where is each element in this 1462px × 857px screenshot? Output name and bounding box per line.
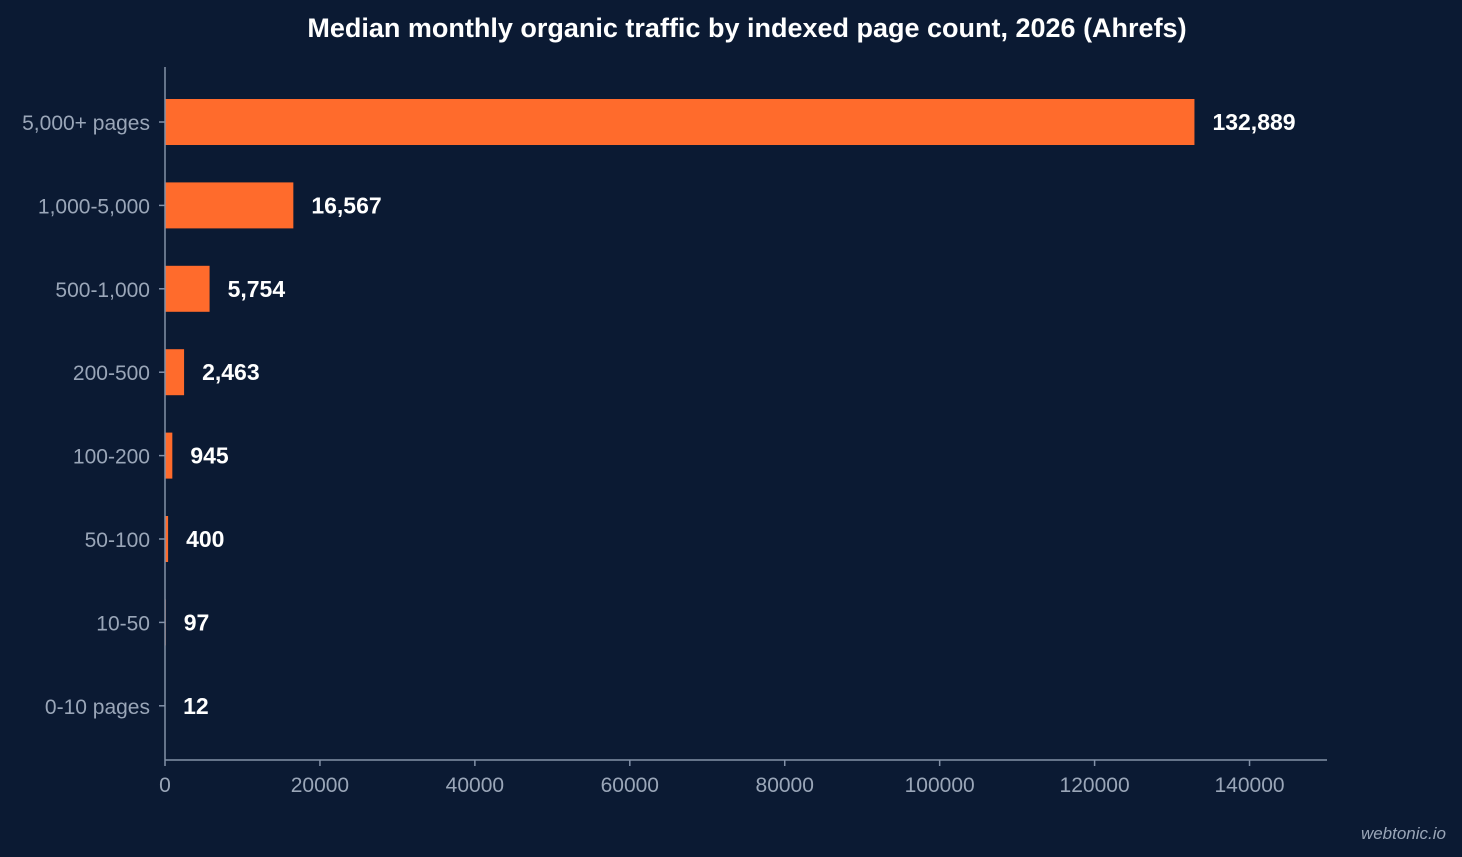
x-ticks-group: 0 20000 40000 60000 80000 100000 120000 140000 — [159, 760, 1285, 797]
bar-value-label: 132,889 — [1212, 109, 1295, 135]
bars-group: 132,889 16,567 5,754 2,463 945 400 97 12 — [165, 99, 1296, 729]
y-tick-label: 200-500 — [73, 362, 150, 385]
y-tick-label: 10-50 — [96, 612, 150, 635]
bar-value-label: 16,567 — [311, 192, 381, 218]
y-tick-label: 100-200 — [73, 446, 150, 469]
bar — [165, 349, 185, 396]
bar-value-label: 400 — [186, 526, 224, 552]
bar — [165, 99, 1195, 145]
bar-value-label: 5,754 — [228, 276, 286, 302]
bar — [165, 265, 210, 312]
y-tick-label: 1,000-5,000 — [38, 195, 150, 218]
bar-value-label: 97 — [184, 609, 210, 635]
x-tick-label: 60000 — [601, 774, 659, 797]
x-tick-label: 0 — [159, 774, 171, 797]
y-tick-label: 50-100 — [85, 529, 150, 552]
bar-value-label: 12 — [183, 693, 209, 719]
watermark-text: webtonic.io — [1361, 824, 1446, 843]
axes-group: 5,000+ pages 1,000-5,000 500-1,000 200-500 1… — [22, 67, 1327, 761]
bar-value-label: 945 — [190, 443, 229, 469]
x-tick-label: 80000 — [756, 774, 814, 797]
x-tick-label: 40000 — [446, 774, 504, 797]
bar — [165, 182, 294, 229]
x-tick-label: 20000 — [291, 774, 349, 797]
y-tick-label: 500-1,000 — [55, 279, 150, 302]
bar — [165, 516, 169, 562]
chart-title: Median monthly organic traffic by indexe… — [307, 13, 1186, 43]
bar — [165, 432, 173, 479]
x-tick-label: 120000 — [1060, 774, 1130, 797]
y-tick-label: 0-10 pages — [45, 696, 150, 719]
x-tick-label: 100000 — [905, 774, 975, 797]
x-tick-label: 140000 — [1214, 774, 1284, 797]
y-tick-label: 5,000+ pages — [22, 112, 150, 135]
bar-value-label: 2,463 — [202, 359, 260, 385]
